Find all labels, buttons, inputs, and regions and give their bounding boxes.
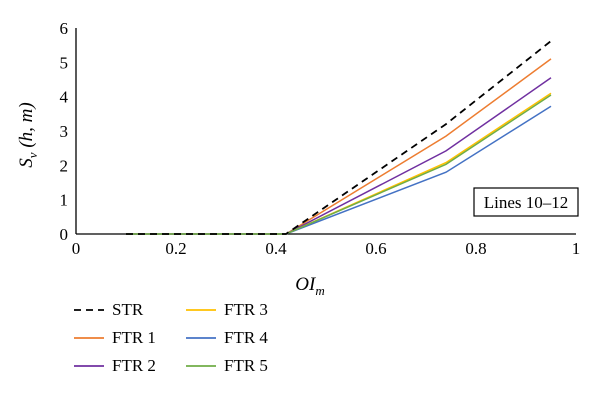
tick-labels: 0 0.2 0.4 0.6 0.8 1 0 1 2 3 4 5 6 bbox=[60, 19, 581, 258]
y-tick-label: 2 bbox=[60, 156, 69, 175]
y-axis-label-main: S bbox=[16, 158, 37, 168]
legend-item: FTR 1 bbox=[74, 328, 156, 347]
x-axis-label-sub: m bbox=[315, 283, 324, 298]
x-axis-label-main: OI bbox=[295, 274, 317, 295]
series-lines bbox=[126, 40, 552, 235]
x-tick-label: 0.6 bbox=[365, 239, 386, 258]
y-axis-label-suffix: (h, m) bbox=[16, 102, 37, 152]
legend: STR FTR 1 FTR 2 FTR 3 FTR 4 FTR 5 bbox=[74, 300, 268, 375]
annotation-box: Lines 10–12 bbox=[473, 187, 579, 217]
y-tick-label: 6 bbox=[60, 19, 69, 38]
legend-label: STR bbox=[112, 300, 144, 319]
legend-label: FTR 1 bbox=[112, 328, 156, 347]
legend-label: FTR 2 bbox=[112, 356, 156, 375]
legend-label: FTR 5 bbox=[224, 356, 268, 375]
x-tick-label: 0.8 bbox=[465, 239, 486, 258]
annotation-text: Lines 10–12 bbox=[484, 193, 569, 212]
y-axis-label: Sv (h, m) bbox=[16, 102, 40, 167]
x-tick-label: 1 bbox=[572, 239, 581, 258]
y-tick-label: 5 bbox=[60, 53, 69, 72]
y-tick-label: 4 bbox=[60, 88, 69, 107]
y-tick-label: 1 bbox=[60, 191, 69, 210]
y-tick-label: 3 bbox=[60, 122, 69, 141]
legend-label: FTR 3 bbox=[224, 300, 268, 319]
legend-item: FTR 2 bbox=[74, 356, 156, 375]
legend-item: STR bbox=[74, 300, 144, 319]
series-line-str bbox=[126, 40, 552, 235]
y-tick-label: 0 bbox=[60, 225, 69, 244]
series-line-ftr-5 bbox=[126, 94, 552, 235]
x-tick-label: 0.2 bbox=[165, 239, 186, 258]
legend-item: FTR 3 bbox=[186, 300, 268, 319]
x-tick-label: 0.4 bbox=[265, 239, 287, 258]
x-tick-label: 0 bbox=[72, 239, 81, 258]
legend-label: FTR 4 bbox=[224, 328, 268, 347]
annotation-frame bbox=[473, 187, 579, 217]
y-axis-label-sub: v bbox=[25, 152, 40, 158]
x-axis-label: OIm bbox=[295, 274, 324, 298]
legend-item: FTR 4 bbox=[186, 328, 268, 347]
legend-item: FTR 5 bbox=[186, 356, 268, 375]
